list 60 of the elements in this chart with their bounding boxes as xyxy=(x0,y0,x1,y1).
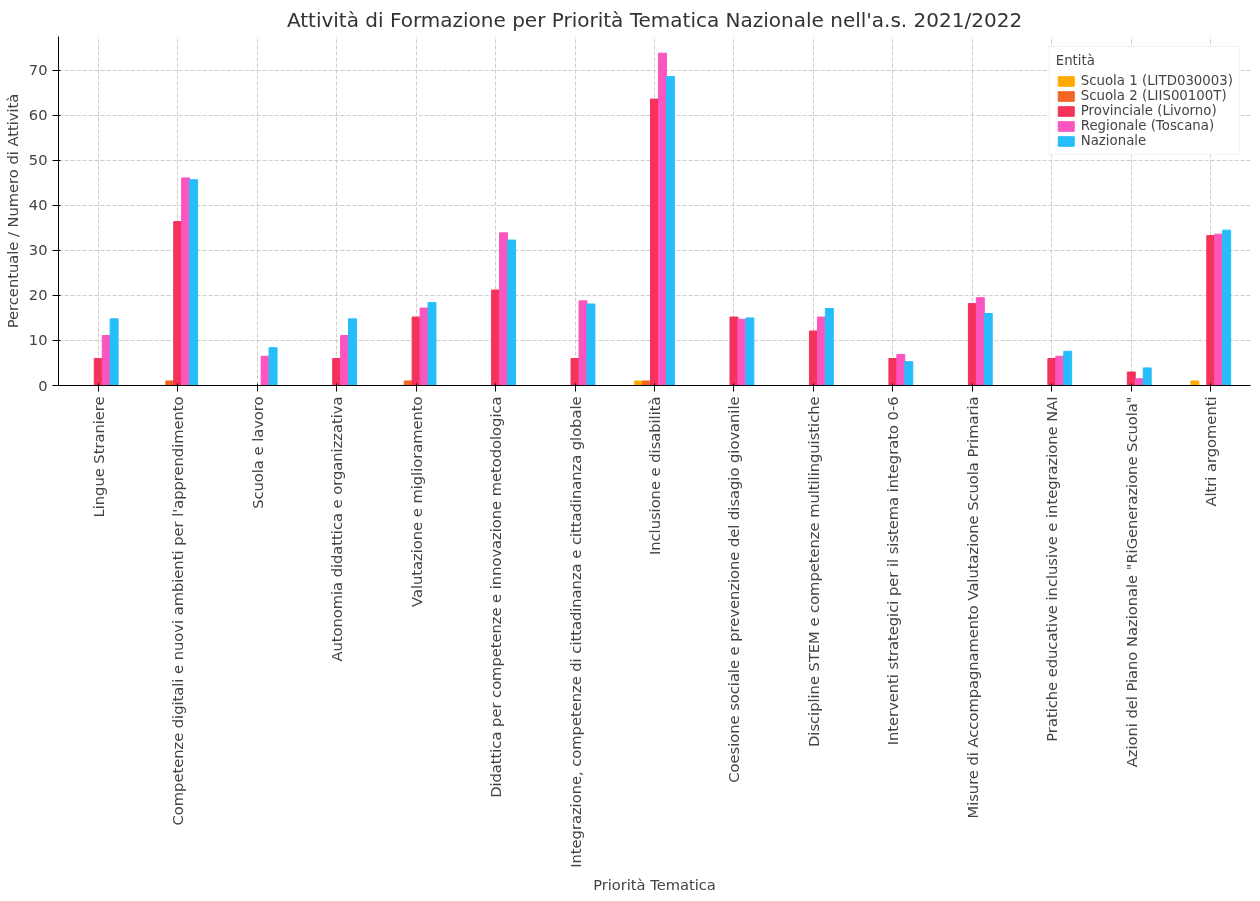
y-tick-label: 10 xyxy=(28,331,48,349)
bar xyxy=(109,318,119,386)
bar xyxy=(268,347,278,386)
bar xyxy=(1063,350,1073,386)
bar xyxy=(634,380,644,386)
legend-title: Entità xyxy=(1055,53,1096,68)
x-tick-label: Competenze digitali e nuovi ambienti per l'apprendimento xyxy=(169,396,187,826)
x-tick-label: Azioni del Piano Nazionale "RiGenerazione Scuola" xyxy=(1122,396,1140,768)
bar xyxy=(983,312,993,386)
bar xyxy=(578,300,588,386)
x-axis-title: Priorità Tematica xyxy=(593,875,716,893)
bar xyxy=(499,232,508,386)
y-tick-label: 30 xyxy=(28,241,48,259)
bar xyxy=(745,317,755,386)
x-tick-label: Pratiche educative inclusive e integrazione NAI xyxy=(1043,396,1061,742)
legend-label: Nazionale xyxy=(1080,133,1147,148)
x-tick-label: Discipline STEM e competenze multilinguistiche xyxy=(804,396,822,747)
y-tick-label: 50 xyxy=(28,151,48,169)
x-tick-label: Lingue Straniere xyxy=(89,396,107,518)
x-tick-label: Autonomia didattica e organizzativa xyxy=(328,396,346,662)
x-tick-label: Interventi strategici per il sistema integrato 0-6 xyxy=(884,396,902,746)
bar xyxy=(1222,229,1232,386)
y-tick-label: 60 xyxy=(28,106,48,124)
x-tick-label: Didattica per competenze e innovazione metodologica xyxy=(487,396,505,798)
bar xyxy=(896,353,906,386)
bar xyxy=(975,297,985,386)
x-tick-label: Inclusione e disabilità xyxy=(646,396,663,556)
legend-label: Provinciale (Livorno) xyxy=(1080,103,1217,118)
y-tick-label: 0 xyxy=(38,376,48,394)
bar xyxy=(1190,380,1200,386)
bar xyxy=(427,302,437,386)
bar xyxy=(657,52,667,386)
bar xyxy=(1142,367,1152,386)
y-axis-title: Percentuale / Numero di Attività xyxy=(3,93,21,329)
bar xyxy=(904,361,914,386)
bar xyxy=(1126,371,1136,386)
legend-label: Regionale (Toscana) xyxy=(1080,118,1215,133)
bar xyxy=(816,316,826,386)
bar xyxy=(642,380,652,386)
legend-label: Scuola 2 (LIIS00100T) xyxy=(1080,88,1227,103)
x-tick-label: Integrazione, competenze di cittadinanza e cittadinanza globale xyxy=(566,396,584,868)
bar xyxy=(419,307,429,386)
x-tick-label: Scuola e lavoro xyxy=(248,396,266,509)
bar xyxy=(348,318,357,386)
bar xyxy=(181,177,191,386)
bar xyxy=(586,303,596,386)
x-tick-label: Misure di Accompagnamento Valutazione Scuola Primaria xyxy=(963,396,981,819)
bar xyxy=(665,76,675,386)
bar xyxy=(506,239,516,386)
x-tick-label: Coesione sociale e prevenzione del disagio giovanile xyxy=(725,396,743,783)
bar xyxy=(824,307,834,386)
x-tick-label: Altri argomenti xyxy=(1202,396,1220,507)
bar xyxy=(729,316,739,386)
y-tick-label: 20 xyxy=(28,286,48,304)
chart-title: Attività di Formazione per Priorità Tematica Nazionale nell'a.s. 2021/2022 xyxy=(286,7,1023,32)
y-tick-label: 40 xyxy=(28,196,48,214)
x-tick-label: Valutazione e miglioramento xyxy=(407,396,425,607)
bar xyxy=(189,179,199,386)
legend-label: Scuola 1 (LITD030003) xyxy=(1080,73,1233,88)
y-tick-label: 70 xyxy=(28,61,48,79)
